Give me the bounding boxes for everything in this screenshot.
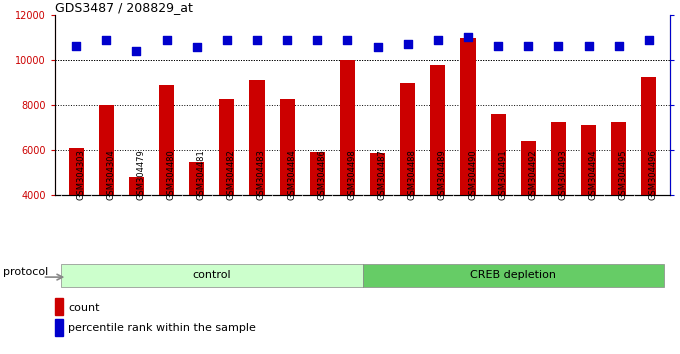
FancyBboxPatch shape [61,264,362,287]
Point [372,45,383,50]
Text: GSM304489: GSM304489 [438,149,447,200]
Text: GSM304487: GSM304487 [377,149,386,200]
Point [553,43,564,48]
Text: GSM304480: GSM304480 [167,149,175,200]
Point [282,38,292,43]
Text: GSM304484: GSM304484 [287,149,296,200]
Text: GSM304492: GSM304492 [528,150,537,200]
Bar [430,64,445,285]
Text: GSM304496: GSM304496 [649,149,658,200]
Bar [521,141,536,285]
Point [432,38,443,43]
Text: GDS3487 / 208829_at: GDS3487 / 208829_at [55,1,193,14]
Point [161,38,172,43]
Point [643,38,654,43]
Bar [401,82,415,285]
Text: GSM304493: GSM304493 [558,149,567,200]
Bar [189,162,204,285]
Bar [310,152,325,285]
Point [312,38,323,43]
Text: GSM304304: GSM304304 [106,149,115,200]
Text: GSM304495: GSM304495 [619,150,628,200]
Text: GSM304481: GSM304481 [197,149,205,200]
Point [403,41,413,47]
Bar [129,177,144,285]
Bar [340,60,355,285]
Text: GSM304486: GSM304486 [318,149,326,200]
Bar [279,99,294,285]
Point [523,43,534,48]
Text: control: control [192,270,231,280]
Point [493,43,504,48]
Text: GSM304479: GSM304479 [137,149,146,200]
Text: GSM304303: GSM304303 [76,149,85,200]
Text: GSM304483: GSM304483 [257,149,266,200]
Text: GSM304498: GSM304498 [347,149,356,200]
Point [101,38,112,43]
Bar [55,298,63,315]
Text: CREB depletion: CREB depletion [471,270,556,280]
Point [71,43,82,48]
Text: GSM304490: GSM304490 [468,150,477,200]
Text: GSM304482: GSM304482 [227,149,236,200]
Bar [370,153,385,285]
Bar [611,122,626,285]
Text: percentile rank within the sample: percentile rank within the sample [68,323,256,333]
Point [583,43,594,48]
Bar [491,114,506,285]
Point [131,48,142,54]
Text: GSM304491: GSM304491 [498,150,507,200]
Point [342,38,353,43]
Bar [641,77,656,285]
Text: protocol: protocol [3,267,49,277]
Point [222,38,233,43]
Point [462,34,473,39]
Bar [551,122,566,285]
Bar [220,99,235,285]
Bar [69,148,84,285]
Point [191,45,202,50]
Bar [460,38,475,285]
Point [613,43,624,48]
Text: count: count [68,303,99,313]
Bar [99,105,114,285]
FancyBboxPatch shape [362,264,664,287]
Bar [581,125,596,285]
Bar [250,80,265,285]
Text: GSM304488: GSM304488 [408,149,417,200]
Point [252,38,262,43]
Bar [159,85,174,285]
Bar [55,319,63,336]
Text: GSM304494: GSM304494 [589,150,598,200]
